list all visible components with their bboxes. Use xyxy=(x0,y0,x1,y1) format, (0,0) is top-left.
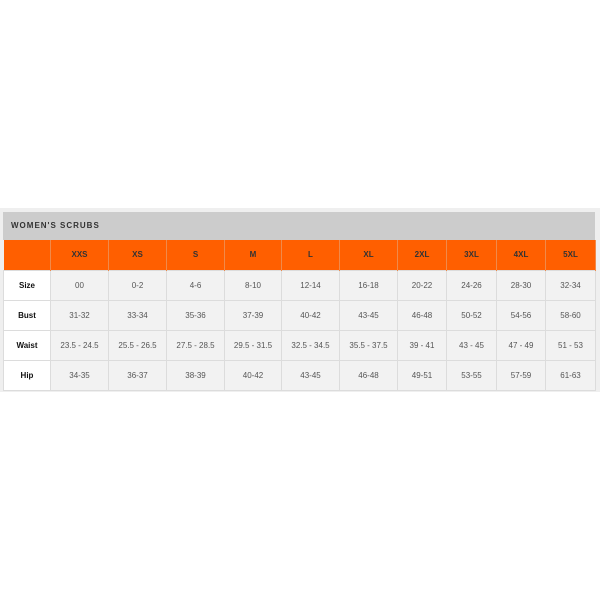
table-row: Hip 34-35 36-37 38-39 40-42 43-45 46-48 49-51 53… xyxy=(3,359,596,391)
table-cell: 38-39 xyxy=(166,359,225,391)
column-header: 5XL xyxy=(545,240,596,270)
table-cell: 23.5 - 24.5 xyxy=(50,329,109,361)
table-cell: 4-6 xyxy=(166,269,225,301)
table-cell: 46-48 xyxy=(397,299,447,331)
column-header: S xyxy=(166,240,225,270)
column-header: M xyxy=(224,240,282,270)
table-cell: 47 - 49 xyxy=(496,329,546,361)
table-cell: 37-39 xyxy=(224,299,282,331)
table-cell: 12-14 xyxy=(281,269,340,301)
row-label: Bust xyxy=(3,299,51,331)
table-cell: 27.5 - 28.5 xyxy=(166,329,225,361)
table-cell: 43-45 xyxy=(281,359,340,391)
table-cell: 0-2 xyxy=(108,269,167,301)
table-cell: 28-30 xyxy=(496,269,546,301)
table-cell: 35-36 xyxy=(166,299,225,331)
row-label: Waist xyxy=(3,329,51,361)
table-cell: 8-10 xyxy=(224,269,282,301)
table-cell: 32.5 - 34.5 xyxy=(281,329,340,361)
column-header: XS xyxy=(108,240,167,270)
column-header: 2XL xyxy=(397,240,447,270)
table-cell: 32-34 xyxy=(545,269,596,301)
table-cell: 46-48 xyxy=(339,359,398,391)
table-cell: 61-63 xyxy=(545,359,596,391)
table-cell: 53-55 xyxy=(446,359,497,391)
column-header: XL xyxy=(339,240,398,270)
table-row: Waist 23.5 - 24.5 25.5 - 26.5 27.5 - 28.5 29… xyxy=(3,329,596,361)
table-cell: 31-32 xyxy=(50,299,109,331)
row-label: Size xyxy=(3,269,51,301)
table-cell: 40-42 xyxy=(224,359,282,391)
size-chart: WOMEN'S SCRUBS XXS XS S M L XL 2XL 3XL 4XL 5XL Si… xyxy=(3,212,596,391)
column-header: 4XL xyxy=(496,240,546,270)
table-cell: 58-60 xyxy=(545,299,596,331)
table-cell: 20-22 xyxy=(397,269,447,301)
table-cell: 51 - 53 xyxy=(545,329,596,361)
table-cell: 34-35 xyxy=(50,359,109,391)
header-corner xyxy=(3,240,51,270)
table-cell: 43 - 45 xyxy=(446,329,497,361)
table-cell: 16-18 xyxy=(339,269,398,301)
table-cell: 36-37 xyxy=(108,359,167,391)
table-cell: 54-56 xyxy=(496,299,546,331)
table-cell: 40-42 xyxy=(281,299,340,331)
table-row: Bust 31-32 33-34 35-36 37-39 40-42 43-45 46-48 5… xyxy=(3,299,596,331)
size-table: XXS XS S M L XL 2XL 3XL 4XL 5XL Size 00 0-2 4-6 8-10 1… xyxy=(3,240,596,391)
table-cell: 49-51 xyxy=(397,359,447,391)
header-row: XXS XS S M L XL 2XL 3XL 4XL 5XL xyxy=(3,240,596,270)
table-cell: 25.5 - 26.5 xyxy=(108,329,167,361)
row-label: Hip xyxy=(3,359,51,391)
column-header: 3XL xyxy=(446,240,497,270)
table-cell: 00 xyxy=(50,269,109,301)
table-cell: 24-26 xyxy=(446,269,497,301)
column-header: L xyxy=(281,240,340,270)
table-cell: 33-34 xyxy=(108,299,167,331)
table-cell: 43-45 xyxy=(339,299,398,331)
column-header: XXS xyxy=(50,240,109,270)
table-cell: 29.5 - 31.5 xyxy=(224,329,282,361)
table-cell: 50-52 xyxy=(446,299,497,331)
table-cell: 35.5 - 37.5 xyxy=(339,329,398,361)
chart-title: WOMEN'S SCRUBS xyxy=(3,212,595,240)
table-row: Size 00 0-2 4-6 8-10 12-14 16-18 20-22 24-26 28-3… xyxy=(3,269,596,301)
table-cell: 57-59 xyxy=(496,359,546,391)
table-cell: 39 - 41 xyxy=(397,329,447,361)
